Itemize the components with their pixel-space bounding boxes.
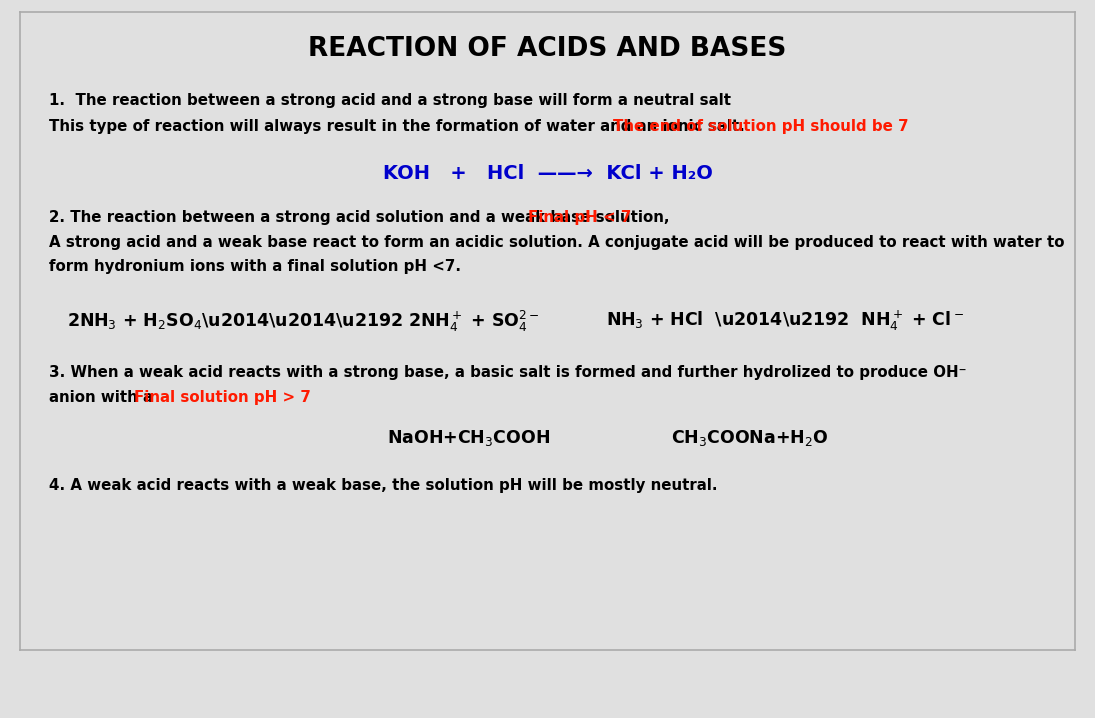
Text: A strong acid and a weak base react to form an acidic solution. A conjugate acid: A strong acid and a weak base react to f… <box>49 236 1064 251</box>
Text: anion with a: anion with a <box>49 390 159 405</box>
Text: form hydronium ions with a final solution pH <7.: form hydronium ions with a final solutio… <box>49 259 461 274</box>
Text: NH$_3$ + HCl  \u2014\u2192  NH$_4^+$ + Cl$^-$: NH$_3$ + HCl \u2014\u2192 NH$_4^+$ + Cl$… <box>606 309 964 333</box>
Text: KOH   +   HCl  ——→  KCl + H₂O: KOH + HCl ——→ KCl + H₂O <box>382 164 713 183</box>
Text: 4. A weak acid reacts with a weak base, the solution pH will be mostly neutral.: 4. A weak acid reacts with a weak base, … <box>49 477 717 493</box>
Text: 1.  The reaction between a strong acid and a strong base will form a neutral sal: 1. The reaction between a strong acid an… <box>49 93 731 108</box>
Text: 2. The reaction between a strong acid solution and a weak base solution,: 2. The reaction between a strong acid so… <box>49 210 675 225</box>
Text: 3. When a weak acid reacts with a strong base, a basic salt is formed and furthe: 3. When a weak acid reacts with a strong… <box>49 365 967 380</box>
Text: 2NH$_3$ + H$_2$SO$_4$\u2014\u2014\u2192 2NH$_4^+$ + SO$_4^{2-}$: 2NH$_3$ + H$_2$SO$_4$\u2014\u2014\u2192 … <box>67 309 540 334</box>
Text: REACTION OF ACIDS AND BASES: REACTION OF ACIDS AND BASES <box>309 37 786 62</box>
Text: The end of solution pH should be 7: The end of solution pH should be 7 <box>613 118 909 134</box>
Text: This type of reaction will always result in the formation of water and an ionic : This type of reaction will always result… <box>49 118 750 134</box>
Text: Final solution pH > 7: Final solution pH > 7 <box>135 390 311 405</box>
Text: CH$_3$COONa+H$_2$O: CH$_3$COONa+H$_2$O <box>671 428 829 448</box>
Text: Final pH < 7: Final pH < 7 <box>528 210 631 225</box>
Text: NaOH+CH$_3$COOH: NaOH+CH$_3$COOH <box>387 428 550 448</box>
